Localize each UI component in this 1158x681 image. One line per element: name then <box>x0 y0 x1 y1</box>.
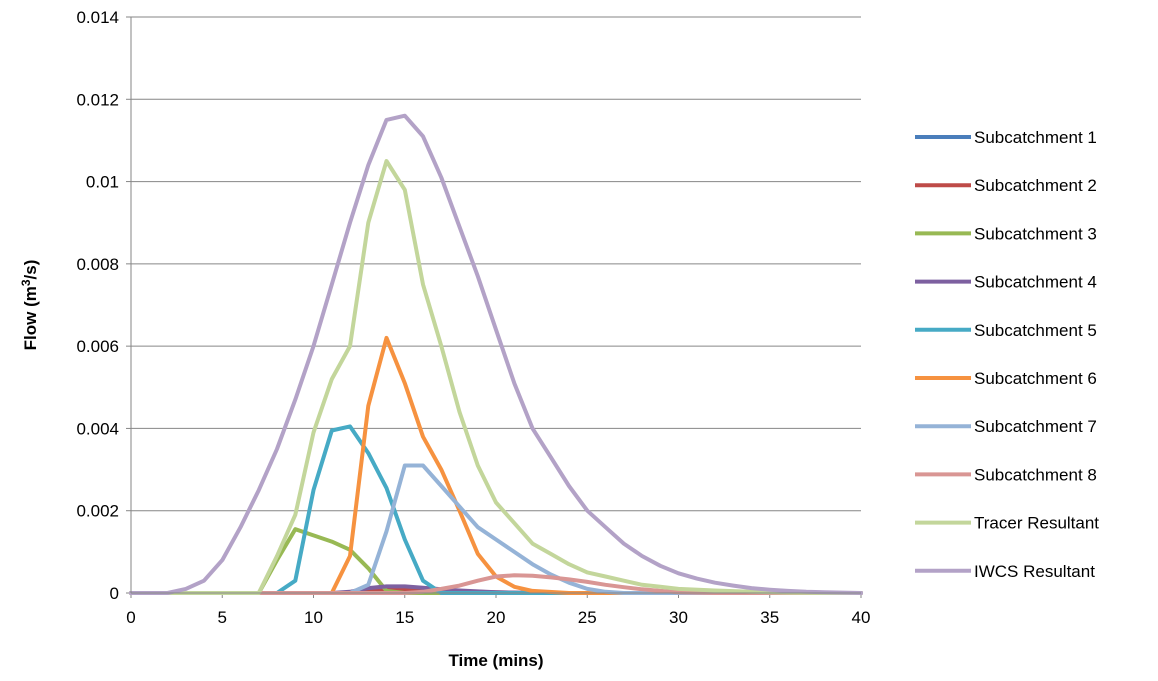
y-tick-label: 0.006 <box>76 337 119 356</box>
y-tick-label: 0.014 <box>76 8 119 27</box>
series-lines <box>129 113 863 595</box>
legend-label: IWCS Resultant <box>974 562 1095 581</box>
legend-label: Subcatchment 3 <box>974 224 1097 243</box>
x-tick-label: 25 <box>578 608 597 627</box>
gridlines <box>126 16 862 598</box>
x-axis-title: Time (mins) <box>448 651 543 670</box>
legend-label: Tracer Resultant <box>974 514 1099 533</box>
series-line-8 <box>129 573 863 595</box>
y-tick-label: 0 <box>110 584 119 603</box>
x-tick-label: 30 <box>669 608 688 627</box>
legend-label: Subcatchment 7 <box>974 417 1097 436</box>
x-tick-label: 15 <box>395 608 414 627</box>
x-tick-label: 5 <box>218 608 227 627</box>
series-line-9 <box>129 159 863 595</box>
legend-label: Subcatchment 5 <box>974 321 1097 340</box>
x-tick-labels: 0 5 10 15 20 25 30 35 40 <box>126 608 870 627</box>
y-tick-label: 0.004 <box>76 419 119 438</box>
y-axis-title: Flow (m3/s) <box>19 260 40 351</box>
axes <box>130 17 861 594</box>
y-tick-label: 0.012 <box>76 90 119 109</box>
legend-label: Subcatchment 8 <box>974 465 1097 484</box>
y-axis-title-main: Flow (m <box>21 286 40 350</box>
legend-label: Subcatchment 1 <box>974 128 1097 147</box>
y-tick-labels: 0 0.002 0.004 0.006 0.008 0.01 0.012 0.014 <box>76 8 119 603</box>
legend: Subcatchment 1 Subcatchment 2 Subcatchment… <box>915 128 1099 581</box>
series-line-10 <box>129 113 863 595</box>
legend-label: Subcatchment 6 <box>974 369 1097 388</box>
legend-label: Subcatchment 4 <box>974 273 1097 292</box>
series-line-6 <box>129 335 863 595</box>
y-tick-label: 0.01 <box>86 173 119 192</box>
y-tick-label: 0.002 <box>76 502 119 521</box>
y-axis-title-superscript: 3 <box>19 279 33 286</box>
series-line-5 <box>129 424 863 595</box>
y-axis-title-tail: /s) <box>21 260 40 280</box>
x-tick-label: 20 <box>487 608 506 627</box>
series-line-7 <box>129 463 863 595</box>
y-tick-label: 0.008 <box>76 255 119 274</box>
x-tick-label: 35 <box>760 608 779 627</box>
x-tick-label: 0 <box>126 608 135 627</box>
legend-label: Subcatchment 2 <box>974 176 1097 195</box>
x-tick-label: 10 <box>304 608 323 627</box>
x-tick-label: 40 <box>852 608 871 627</box>
